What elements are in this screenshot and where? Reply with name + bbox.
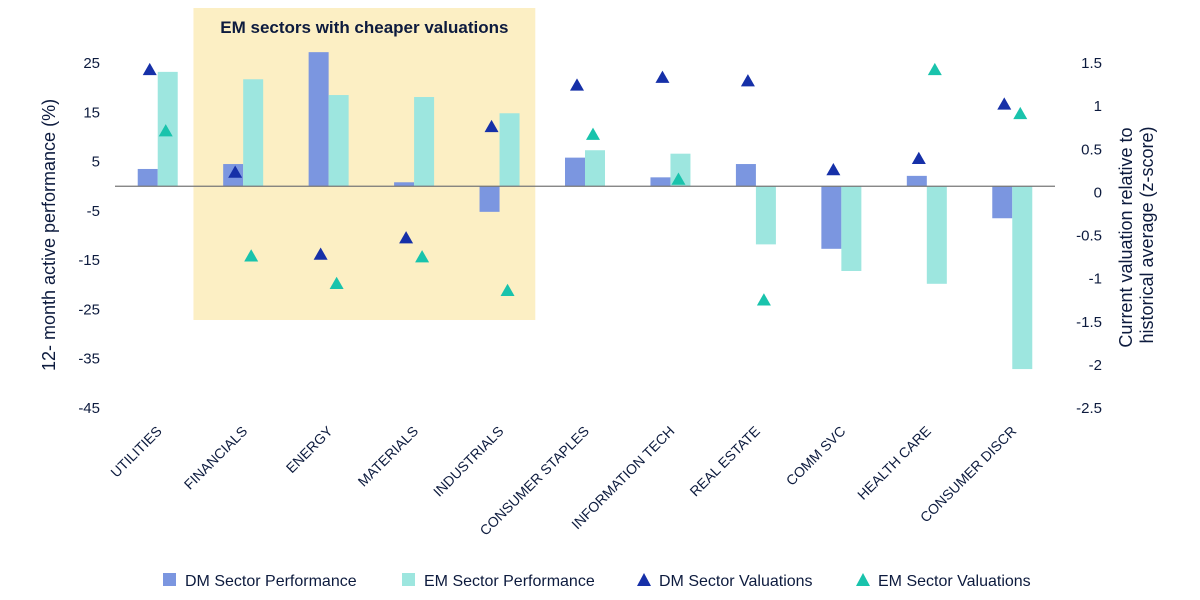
legend-label: DM Sector Performance xyxy=(185,573,357,590)
right-axis-title-line2: historical average (z-score) xyxy=(1137,126,1157,343)
markers-group xyxy=(142,62,1028,306)
right-tick-label: -1 xyxy=(1089,271,1102,288)
dm-valuation-marker xyxy=(826,162,841,176)
legend-swatch xyxy=(637,573,651,586)
em-performance-bar xyxy=(414,97,435,187)
highlight-label: EM sectors with cheaper valuations xyxy=(220,18,508,37)
category-label: MATERIALS xyxy=(355,423,422,490)
em-valuation-marker xyxy=(415,250,430,263)
left-tick-label: -45 xyxy=(78,400,100,417)
left-tick-label: -25 xyxy=(78,301,100,318)
category-label: CONSUMER DISCR xyxy=(917,423,1020,526)
legend-swatch xyxy=(163,573,176,586)
em-valuation-marker xyxy=(244,249,259,262)
left-axis-title: 12- month active performance (%) xyxy=(39,99,59,371)
dm-valuation-marker xyxy=(997,97,1012,110)
dm-valuation-marker xyxy=(484,119,499,133)
right-axis-title: Current valuation relative to historical… xyxy=(1116,122,1157,347)
left-tick-label: -5 xyxy=(87,203,100,220)
right-axis-title-line1: Current valuation relative to xyxy=(1116,127,1136,347)
em-valuation-marker xyxy=(329,276,344,290)
em-performance-bar xyxy=(755,186,776,245)
category-label: COMM SVC xyxy=(783,423,849,489)
category-label: INDUSTRIALS xyxy=(430,423,507,500)
dm-valuation-marker xyxy=(655,70,670,83)
left-tick-label: -15 xyxy=(78,252,100,269)
right-tick-label: -0.5 xyxy=(1076,228,1102,245)
em-performance-bar xyxy=(328,95,349,187)
right-tick-label: -1.5 xyxy=(1076,314,1102,331)
em-performance-bar xyxy=(585,150,605,187)
dm-performance-bar xyxy=(394,182,415,187)
dm-valuation-marker xyxy=(740,74,755,87)
em-valuation-marker xyxy=(927,62,942,76)
dm-performance-bar xyxy=(137,168,158,187)
category-label: FINANCIALS xyxy=(181,423,251,493)
right-tick-label: 1.5 xyxy=(1081,55,1102,72)
category-label: REAL ESTATE xyxy=(686,423,763,500)
left-tick-label: 25 xyxy=(83,55,100,72)
dm-performance-bar xyxy=(992,186,1013,219)
em-valuation-marker xyxy=(671,172,686,185)
legend-swatch xyxy=(856,573,870,586)
em-performance-bar xyxy=(499,113,520,187)
dm-valuation-marker xyxy=(911,151,926,164)
dm-performance-bar xyxy=(650,177,671,187)
left-tick-label: 15 xyxy=(83,104,100,121)
left-tick-label: 5 xyxy=(92,154,100,171)
dm-performance-bar xyxy=(735,164,756,187)
right-axis-ticks: 1.5 1 0.5 0 -0.5 -1 -1.5 -2 -2.5 xyxy=(1076,55,1102,417)
dm-valuation-marker xyxy=(228,165,243,178)
dm-performance-bar xyxy=(479,186,500,212)
right-tick-label: 1 xyxy=(1094,98,1102,115)
em-performance-bar xyxy=(243,79,264,187)
category-label: HEALTH CARE xyxy=(854,423,934,503)
dm-performance-bar xyxy=(906,175,927,187)
em-performance-bar xyxy=(926,186,947,284)
dm-valuation-marker xyxy=(313,247,328,260)
legend: DM Sector Performance EM Sector Performan… xyxy=(163,573,1031,590)
category-label: ENERGY xyxy=(283,422,337,476)
dm-performance-bar xyxy=(565,157,585,187)
category-labels: UTILITIES FINANCIALS ENERGY MATERIALS INDUST… xyxy=(107,422,1019,538)
left-axis-ticks: 25 15 5 -5 -15 -25 -35 -45 xyxy=(78,55,100,417)
em-performance-bar xyxy=(841,186,862,271)
left-tick-label: -35 xyxy=(78,351,100,368)
legend-label: EM Sector Valuations xyxy=(878,573,1031,590)
legend-label: EM Sector Performance xyxy=(424,573,595,590)
right-tick-label: -2 xyxy=(1089,357,1102,374)
dm-performance-bar xyxy=(821,186,842,249)
dm-valuation-marker xyxy=(570,78,584,91)
em-performance-bar xyxy=(1012,186,1033,370)
category-label: UTILITIES xyxy=(107,423,165,481)
dm-valuation-marker xyxy=(142,62,157,76)
legend-swatch xyxy=(402,573,415,586)
em-valuation-marker xyxy=(500,283,515,296)
dm-valuation-marker xyxy=(399,231,414,244)
em-valuation-marker xyxy=(586,127,600,140)
right-tick-label: 0.5 xyxy=(1081,141,1102,158)
right-tick-label: -2.5 xyxy=(1076,400,1102,417)
right-tick-label: 0 xyxy=(1094,184,1102,201)
em-valuation-marker xyxy=(1013,106,1028,120)
em-valuation-marker xyxy=(756,293,771,306)
dm-performance-bar xyxy=(308,52,329,187)
em-valuation-marker xyxy=(158,124,173,137)
legend-label: DM Sector Valuations xyxy=(659,573,813,590)
